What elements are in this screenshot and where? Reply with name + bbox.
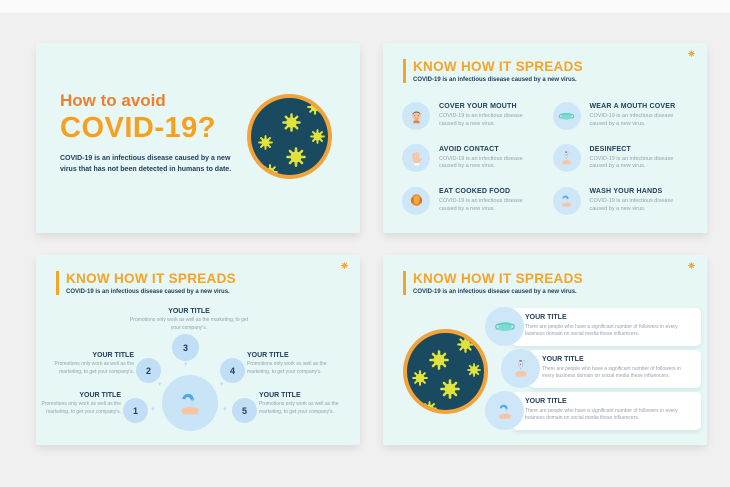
spread-items-grid: COVER YOUR MOUTH COVID-19 is an infectio…: [402, 95, 697, 222]
step-number-badge: 2: [136, 358, 161, 383]
virus-icon: [262, 164, 278, 179]
cover-your-mouth-icon: [402, 102, 430, 131]
step-title: YOUR TITLE: [79, 392, 121, 399]
step-title: YOUR TITLE: [247, 352, 289, 359]
influencer-card: YOUR TITLE There are people who have a s…: [529, 350, 701, 388]
card-desc: There are people who have a significant …: [525, 407, 678, 422]
eat-cooked-food-icon: [402, 186, 430, 215]
slide-header: KNOW HOW IT SPREADS COVID-19 is an infec…: [403, 271, 583, 295]
spread-item: AVOID CONTACT COVID-19 is an infectious …: [402, 137, 547, 179]
plus-connector-icon: +: [184, 362, 188, 368]
spread-item-desc: COVID-19 is an infectious disease caused…: [589, 155, 674, 170]
virus-icon: [457, 336, 474, 353]
step-desc: Promotions only work as well as the mark…: [54, 361, 134, 375]
avoid-contact-icon: [402, 144, 430, 173]
mouth-cover-icon: [552, 102, 581, 131]
slide-process[interactable]: KNOW HOW IT SPREADS COVID-19 is an infec…: [36, 255, 360, 445]
spread-item: COVER YOUR MOUTH COVID-19 is an infectio…: [402, 95, 547, 137]
virus-icon: [307, 99, 323, 115]
spread-item-desc: COVID-19 is an infectious disease caused…: [439, 197, 523, 212]
intro-text-block: How to avoid COVID-19? COVID-19 is an in…: [60, 91, 255, 175]
plus-connector-icon: +: [220, 382, 224, 388]
plus-connector-icon: +: [151, 407, 155, 413]
desinfect-icon: [552, 144, 581, 173]
spread-item-desc: COVID-19 is an infectious disease caused…: [439, 113, 523, 128]
virus-icon: [429, 350, 449, 370]
slide-header: KNOW HOW IT SPREADS COVID-19 is an infec…: [403, 59, 583, 83]
intro-pretitle: How to avoid: [60, 91, 166, 110]
card-desc: There are people who have a significant …: [542, 365, 681, 380]
virus-icon: [412, 370, 428, 386]
slide-title: KNOW HOW IT SPREADS: [66, 271, 236, 286]
spread-item: DESINFECT COVID-19 is an infectious dise…: [552, 137, 698, 179]
slide-title: KNOW HOW IT SPREADS: [413, 59, 583, 74]
spread-item: WASH YOUR HANDS COVID-19 is an infectiou…: [552, 180, 698, 222]
intro-body: COVID-19 is an infectious disease caused…: [60, 155, 232, 173]
virus-icon: [440, 379, 460, 399]
virus-icon: [282, 113, 301, 132]
step-number-badge: 5: [232, 398, 257, 423]
step-title: YOUR TITLE: [259, 392, 301, 399]
influencer-card: YOUR TITLE There are people who have a s…: [512, 392, 701, 430]
spread-item: EAT COOKED FOOD COVID-19 is an infectiou…: [402, 180, 547, 222]
process-step: YOUR TITLE Promotions only work as well …: [44, 352, 134, 376]
desinfect-icon: [501, 349, 540, 388]
step-desc: Promotions only work as well as the mark…: [129, 317, 249, 331]
process-step: YOUR TITLE Promotions only work as well …: [36, 392, 121, 416]
spread-item: WEAR A MOUTH COVER COVID-19 is an infect…: [552, 95, 698, 137]
card-desc: There are people who have a significant …: [525, 323, 678, 338]
virus-icon: [422, 401, 437, 414]
plus-connector-icon: +: [158, 382, 162, 388]
page-top-strip: [0, 0, 730, 13]
slide-title: KNOW HOW IT SPREADS: [413, 271, 583, 286]
virus-icon: [310, 129, 325, 144]
spread-item-desc: COVID-19 is an infectious disease caused…: [589, 113, 674, 128]
step-number-badge: 1: [123, 398, 148, 423]
spread-item-title: DESINFECT: [589, 145, 631, 153]
step-number-badge: 4: [220, 358, 245, 383]
step-desc: Promotions only work as well as the mark…: [247, 361, 327, 375]
corner-virus-icon: [341, 262, 348, 269]
wash-hands-center-icon: [162, 375, 218, 431]
spread-item-title: WASH YOUR HANDS: [589, 187, 663, 195]
influencer-card: YOUR TITLE There are people who have a s…: [512, 308, 701, 346]
process-step: YOUR TITLE Promotions only work as well …: [128, 308, 250, 332]
virus-icon: [467, 363, 481, 377]
spread-item-desc: COVID-19 is an infectious disease caused…: [439, 155, 523, 170]
card-title: YOUR TITLE: [525, 398, 567, 405]
step-number-badge: 3: [172, 334, 199, 361]
mouth-cover-icon: [485, 307, 524, 346]
virus-icon: [286, 147, 306, 167]
slide-intro[interactable]: How to avoid COVID-19? COVID-19 is an in…: [36, 43, 360, 233]
slide-subtitle: COVID-19 is an infectious disease caused…: [66, 288, 230, 295]
virus-illustration: [247, 94, 332, 179]
wash-your-hands-icon: [552, 186, 581, 215]
process-step: YOUR TITLE Promotions only work as well …: [247, 352, 349, 376]
step-title: YOUR TITLE: [168, 308, 210, 315]
wash-your-hands-icon: [485, 391, 524, 430]
step-desc: Promotions only work as well as the mark…: [259, 401, 339, 415]
process-step: YOUR TITLE Promotions only work as well …: [259, 392, 357, 416]
card-title: YOUR TITLE: [542, 356, 584, 363]
spread-item-title: WEAR A MOUTH COVER: [589, 103, 676, 111]
slide-influencers[interactable]: KNOW HOW IT SPREADS COVID-19 is an infec…: [383, 255, 707, 445]
slide-spread-grid[interactable]: KNOW HOW IT SPREADS COVID-19 is an infec…: [383, 43, 707, 233]
corner-virus-icon: [688, 50, 695, 57]
virus-illustration: [403, 329, 488, 414]
slide-subtitle: COVID-19 is an infectious disease caused…: [413, 76, 577, 83]
plus-connector-icon: +: [223, 407, 227, 413]
step-desc: Promotions only work as well as the mark…: [41, 401, 121, 415]
spread-item-title: COVER YOUR MOUTH: [439, 103, 517, 111]
slide-subtitle: COVID-19 is an infectious disease caused…: [413, 288, 577, 295]
intro-title: COVID-19?: [60, 112, 216, 144]
spread-item-desc: COVID-19 is an infectious disease caused…: [589, 197, 674, 212]
corner-virus-icon: [688, 262, 695, 269]
spread-item-title: AVOID CONTACT: [439, 145, 499, 153]
slide-header: KNOW HOW IT SPREADS COVID-19 is an infec…: [56, 271, 236, 295]
card-title: YOUR TITLE: [525, 314, 567, 321]
step-title: YOUR TITLE: [92, 352, 134, 359]
spread-item-title: EAT COOKED FOOD: [439, 187, 511, 195]
virus-icon: [258, 135, 273, 150]
